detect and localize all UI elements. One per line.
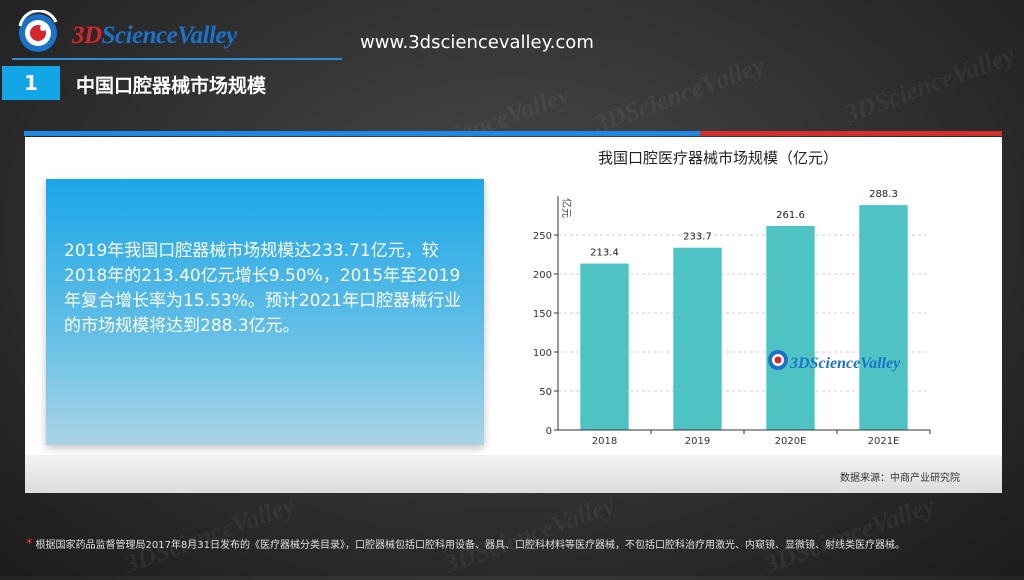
y-tick-label: 150: [533, 309, 552, 320]
x-tick-label: 2020E: [775, 436, 807, 447]
x-tick-label: 2018: [592, 436, 617, 447]
y-tick-label: 50: [539, 387, 552, 398]
bar-value-label: 288.3: [869, 189, 898, 200]
svg-text:3DScienceValley: 3DScienceValley: [789, 355, 901, 372]
data-source: 数据来源：中商产业研究院: [840, 473, 960, 484]
y-tick-label: 250: [533, 231, 552, 242]
footnote: * 根据国家药品监督管理局2017年8月31日发布的《医疗器械分类目录》，口腔器械…: [26, 536, 905, 552]
bar-2019: [673, 247, 722, 430]
y-tick-label: 0: [546, 426, 552, 437]
footnote-text: 根据国家药品监督管理局2017年8月31日发布的《医疗器械分类目录》，口腔器械包…: [35, 540, 906, 551]
y-tick-label: 200: [533, 270, 552, 281]
x-tick-label: 2021E: [868, 436, 900, 447]
y-tick-label: 100: [533, 348, 552, 359]
bar-value-label: 213.4: [590, 248, 619, 259]
footnote-star-icon: *: [26, 537, 33, 552]
section-title: 中国口腔器械市场规模: [76, 75, 267, 97]
logo-swirl-icon: [18, 9, 58, 52]
x-tick-label: 2019: [685, 436, 710, 447]
chart-watermark: 3DScienceValley: [768, 350, 901, 372]
brand-logo: 3DScienceValley: [14, 9, 237, 56]
bar-value-label: 233.7: [683, 232, 712, 243]
chart-title: 我国口腔医疗器械市场规模（亿元）: [598, 149, 838, 167]
bar-value-label: 261.6: [776, 210, 805, 221]
summary-box: 2019年我国口腔器械市场规模达233.71亿元，较2018年的213.40亿元…: [46, 179, 484, 445]
bar-2018: [580, 263, 629, 430]
logo-wordmark: 3DScienceValley: [72, 22, 237, 49]
divider-blue: [24, 131, 700, 136]
source-bar: 数据来源：中商产业研究院: [25, 455, 1002, 493]
header-underline: [12, 58, 342, 60]
y-axis-label: 亿元: [560, 198, 573, 218]
summary-text: 2019年我国口腔器械市场规模达233.71亿元，较2018年的213.40亿元…: [64, 241, 462, 336]
bar-layer: 213.4 2018 233.7 2019 261.6 2020E 288.3 2021E: [580, 189, 931, 447]
bar-2021E: [859, 205, 908, 430]
site-url[interactable]: www.3dsciencevalley.com: [360, 32, 594, 53]
bar-2020E: [766, 225, 815, 430]
section-number-badge: 1: [2, 66, 60, 100]
divider-red: [700, 131, 1002, 136]
